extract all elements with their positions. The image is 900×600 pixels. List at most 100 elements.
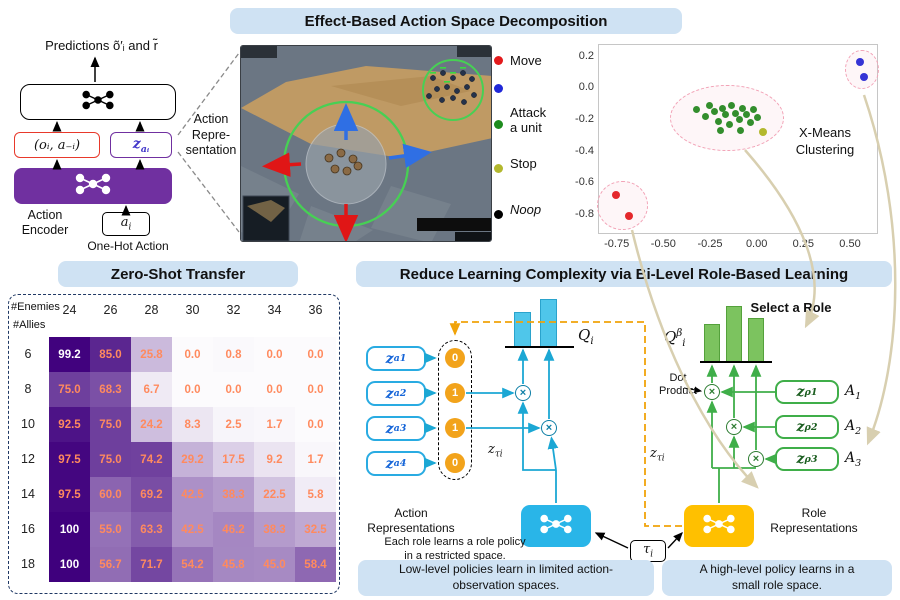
heatmap-cell: 0.0 (172, 372, 213, 407)
prediction-network-icon (78, 88, 118, 117)
y-tick-label: -0.2 (575, 113, 594, 125)
heatmap-cell: 54.2 (172, 547, 213, 582)
low-level-note: Low-level policies learn in limited acti… (358, 560, 654, 596)
enemy-health-bars (430, 67, 466, 83)
q-value-bar (514, 312, 531, 347)
q-value-bar (540, 299, 557, 347)
role-output-label-3: A3 (845, 450, 862, 469)
heatmap-cell: 38.3 (254, 512, 295, 547)
heatmap-cell: 99.2 (49, 337, 90, 372)
heatmap-cell: 75.0 (49, 372, 90, 407)
role-output-label-1: A1 (845, 383, 862, 402)
banner-action-decomposition: Effect-Based Action Space Decomposition (230, 8, 682, 34)
heatmap-cell: 24.2 (131, 407, 172, 442)
heatmap-cell: 6.7 (131, 372, 172, 407)
scatter-legend: Move Attack a unit Stop Noop (490, 44, 556, 256)
heatmap-col-label: 34 (267, 303, 282, 317)
heatmap-row-label: 16 (21, 522, 35, 536)
game-minimap-terrain (247, 200, 285, 222)
heatmap-cell: 100 (49, 512, 90, 547)
game-hud-topright (457, 46, 491, 57)
q-beta-value-bar (726, 306, 742, 362)
cluster-circle-attack (669, 84, 784, 152)
heatmap-row-label: 14 (21, 487, 35, 501)
legend-marker (494, 210, 503, 219)
q-beta-value-bar (704, 324, 720, 362)
z-a-label: zaᵢ (132, 135, 150, 155)
heatmap-cell: 0.0 (254, 372, 295, 407)
arrow-left-icon (262, 152, 302, 177)
low-level-policy-network-icon (536, 512, 576, 541)
heatmap-cell: 63.3 (131, 512, 172, 547)
heatmap-cell: 17.5 (213, 442, 254, 477)
role-repr-box-2: z ρ2 (775, 415, 839, 439)
heatmap-cell: 9.2 (254, 442, 295, 477)
heatmap-cell: 68.3 (90, 372, 131, 407)
heatmap-cell: 0.8 (213, 337, 254, 372)
high-level-policy-box (684, 505, 754, 547)
heatmap-cell: 60.0 (90, 477, 131, 512)
observation-action-label: (oᵢ, a₋ᵢ) (33, 137, 81, 153)
action-representations-caption: Action Representations (367, 506, 455, 535)
action-representation-callout: Action Repre- sentation (185, 112, 237, 158)
heatmap-panel: #Enemies #Allies 24 26 28 30 32 34 36 6 8 10 12 14 1… (8, 294, 340, 594)
action-encoder-box (14, 168, 172, 204)
heatmap-col-label: 26 (103, 303, 118, 317)
dot-product-node: × (704, 384, 720, 400)
role-output-label-2: A2 (845, 418, 862, 437)
action-mask-bit: 1 (445, 418, 465, 438)
high-level-wires (706, 364, 777, 503)
trajectory-box: τi (630, 540, 666, 562)
heatmap-cell: 0.0 (295, 337, 336, 372)
heatmap-cell: 74.2 (131, 442, 172, 477)
y-tick-label: 0.0 (578, 81, 594, 94)
heatmap-row-label: 18 (21, 557, 35, 571)
one-hot-action-label: One-Hot Action (87, 239, 169, 253)
z-tau-left-label: zτi (488, 442, 503, 460)
game-hud-player (455, 232, 491, 241)
legend-label: Attack a unit (510, 105, 547, 135)
legend-marker (494, 56, 503, 65)
scatter-point-stop (759, 128, 768, 137)
restricted-space-note: Each role learns a role policy in a rest… (384, 536, 526, 562)
legend-marker (494, 120, 503, 129)
dot-product-label: Dot Product (659, 372, 697, 398)
heatmap-cell: 1.7 (295, 442, 336, 477)
game-hud-timer (417, 218, 491, 231)
heatmap-col-label: 24 (62, 303, 77, 317)
select-role-label: Select a Role (750, 300, 832, 315)
xmeans-annotation: X-Means Clustering (795, 125, 855, 157)
heatmap-cell: 42.5 (172, 477, 213, 512)
legend-label: Move (510, 53, 542, 68)
cluster-circle-move_blue (845, 49, 879, 90)
heatmap-cell: 0.0 (295, 407, 336, 442)
action-repr-box-1: z a1 (366, 346, 426, 371)
scatter-plot: X-Means Clustering (597, 44, 879, 234)
x-tick-label: -0.50 (650, 238, 676, 250)
banner-zero-shot: Zero-Shot Transfer (58, 261, 298, 287)
heatmap-col-label: 36 (308, 303, 323, 317)
y-tick-label: 0.2 (578, 49, 594, 62)
a-i-label: ai (120, 215, 132, 233)
action-encoder-network-icon (70, 171, 116, 202)
heatmap-cell: 97.5 (49, 442, 90, 477)
heatmap-cell: 22.5 (254, 477, 295, 512)
heatmap-cell: 69.2 (131, 477, 172, 512)
heatmap-cell: 100 (49, 547, 90, 582)
heatmap-row-axis: #Allies (13, 319, 46, 331)
heatmap-cell: 1.7 (254, 407, 295, 442)
enemy-units (426, 70, 477, 105)
scatter-area: X-Means Clustering -0.75 -0.50 -0.25 0.00 0.… (556, 40, 900, 260)
legend-marker (494, 84, 503, 93)
heatmap-cell: 71.7 (131, 547, 172, 582)
dot-product-node: × (748, 451, 764, 467)
q-beta-label: Qβi (664, 328, 686, 349)
action-repr-box-2: z a2 (366, 381, 426, 406)
action-mask-bit: 1 (445, 383, 465, 403)
dot-product-node: × (515, 385, 531, 401)
heatmap-cell: 58.4 (295, 547, 336, 582)
role-selection-feedback-wire (449, 321, 682, 527)
cluster-circle-move_red (597, 181, 648, 231)
role-representations-caption: Role Representations (770, 506, 858, 535)
